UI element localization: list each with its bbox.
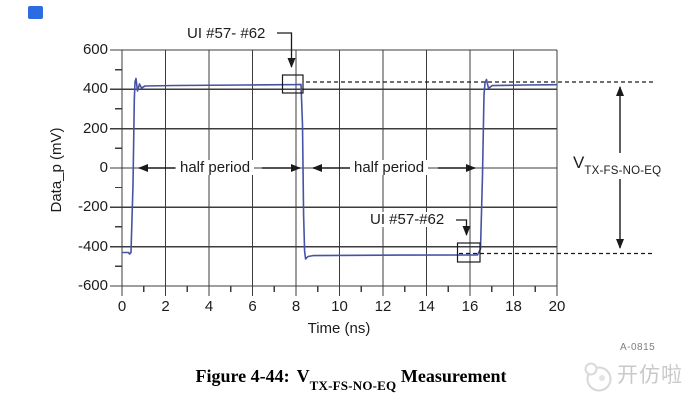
ui-label-top: UI #57- #62 <box>187 25 266 42</box>
ui-box-top <box>281 74 304 94</box>
v-tx-fs-no-eq-label: VTX-FS-NO-EQ <box>571 153 664 180</box>
v-label-main: V <box>573 153 585 172</box>
y-tick-n400: -400 <box>77 238 108 255</box>
y-tick-n200: -200 <box>77 198 108 215</box>
x-tick-20: 20 <box>548 298 566 315</box>
x-tick-4: 4 <box>204 298 214 315</box>
watermark-text: 开仿啦 <box>617 364 683 387</box>
y-axis-title: Data_p (mV) <box>48 127 65 213</box>
x-tick-16: 16 <box>461 298 479 315</box>
x-tick-8: 8 <box>291 298 301 315</box>
v-label-subscript: TX-FS-NO-EQ <box>584 165 662 178</box>
ui-annotation-lines <box>277 32 481 263</box>
waveform-trace <box>122 77 558 260</box>
watermark-logo-icon <box>584 362 612 392</box>
dashed-level-lines <box>306 81 653 255</box>
caption-v-subscript: TX-FS-NO-EQ <box>309 377 397 393</box>
x-tick-18: 18 <box>505 298 522 315</box>
x-tick-0: 0 <box>117 298 127 315</box>
x-axis-title: Time (ns) <box>307 320 371 337</box>
y-tick-400: 400 <box>82 80 108 97</box>
decor-blue-square <box>28 6 43 19</box>
y-tick-600: 600 <box>82 41 108 58</box>
y-tick-0: 0 <box>99 159 108 176</box>
caption-v-main: V <box>296 366 310 386</box>
figure-plate-number: A-0815 <box>620 342 656 353</box>
ui-box-bottom <box>456 242 481 263</box>
x-tick-6: 6 <box>248 298 257 315</box>
ui-label-bottom: UI #57-#62 <box>366 212 449 227</box>
caption-suffix: Measurement <box>400 366 507 386</box>
caption-prefix: Figure 4-44: <box>195 366 290 386</box>
half-period-label-1: half period <box>176 160 255 175</box>
figure-caption: Figure 4-44: VTX-FS-NO-EQ Measurement <box>0 363 692 396</box>
half-period-label-2: half period <box>350 160 429 175</box>
x-tick-10: 10 <box>331 298 348 315</box>
x-tick-2: 2 <box>161 298 170 315</box>
axis-ticks <box>110 49 558 296</box>
y-tick-200: 200 <box>82 120 108 137</box>
x-tick-14: 14 <box>418 298 435 315</box>
x-tick-12: 12 <box>374 298 392 315</box>
y-tick-n600: -600 <box>77 277 108 294</box>
